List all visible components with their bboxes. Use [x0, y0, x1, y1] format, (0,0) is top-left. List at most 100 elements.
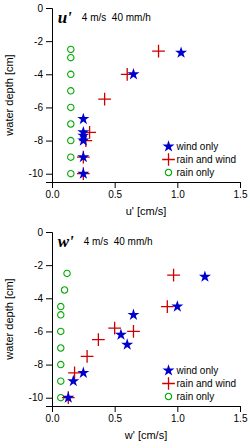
y-tick-label: -2	[34, 260, 43, 271]
x-axis-label: w' [cm/s]	[124, 429, 167, 441]
point	[77, 113, 89, 124]
x-tick-label: 0.0	[46, 189, 60, 200]
legend: wind onlyrain and windrain only	[162, 140, 236, 178]
point	[68, 154, 74, 160]
x-tick-mark	[115, 406, 116, 412]
series	[58, 270, 71, 401]
x-tick-mark	[177, 182, 178, 188]
x-tick: 1.5	[234, 182, 248, 200]
point	[68, 71, 74, 77]
y-tick-label: -8	[34, 135, 43, 146]
y-axis-line	[46, 233, 53, 407]
y-tick-mark	[46, 174, 52, 175]
point	[58, 303, 64, 309]
point	[171, 300, 183, 311]
x-tick-label: 1.0	[171, 189, 185, 200]
legend-marker	[162, 377, 175, 390]
y-tick-mark	[46, 232, 52, 233]
point	[68, 121, 74, 127]
point	[68, 88, 74, 94]
y-tick: -4	[34, 69, 52, 80]
y-tick-label: -6	[34, 326, 43, 337]
x-tick: 1.0	[171, 182, 185, 200]
point	[127, 325, 140, 338]
legend-label: wind only	[176, 365, 219, 376]
point	[58, 378, 64, 384]
y-tick-mark	[46, 141, 52, 142]
point	[77, 367, 89, 378]
chart-svg: 0.0 0.5 1.0 1.5 0 -2 -4 -6 -8 -10 u' [cm/s] water d…	[0, 0, 250, 448]
y-tick: -8	[34, 135, 52, 146]
y-tick: -2	[34, 36, 52, 47]
x-axis-label: u' [cm/s]	[126, 205, 167, 217]
x-axis: 0.0 0.5 1.0 1.5	[46, 182, 248, 200]
x-axis: 0.0 0.5 1.0 1.5	[46, 406, 248, 424]
series	[68, 46, 74, 177]
point	[68, 137, 74, 143]
point	[68, 171, 74, 177]
point	[199, 270, 211, 281]
x-tick: 0.5	[108, 182, 122, 200]
legend-item: rain only	[165, 391, 214, 402]
y-tick: -10	[29, 168, 52, 179]
point	[127, 68, 139, 79]
y-tick-mark	[46, 41, 52, 42]
point	[68, 55, 74, 61]
point	[77, 151, 89, 162]
y-tick-label: -2	[34, 36, 43, 47]
subtitle: 4 m/s 40 mm/h	[82, 12, 151, 23]
x-tick: 1.5	[234, 406, 248, 424]
point	[68, 46, 74, 52]
panel: 0.00.51.01.50-2-4-6-8-10w' [cm/s]water d…	[3, 227, 248, 441]
point	[68, 366, 81, 379]
y-tick: -4	[34, 293, 52, 304]
y-tick-mark	[46, 298, 52, 299]
x-tick-mark	[115, 182, 116, 188]
x-tick: 0.0	[46, 406, 60, 424]
point	[152, 45, 165, 58]
point	[77, 129, 89, 140]
y-tick-label: -4	[34, 293, 43, 304]
point	[58, 328, 64, 334]
x-tick-label: 1.5	[234, 189, 248, 200]
series	[62, 269, 180, 404]
y-tick-label: -8	[34, 359, 43, 370]
x-tick-label: 0.5	[108, 413, 122, 424]
x-tick: 0.0	[46, 182, 60, 200]
subtitle: 4 m/s 40 mm/h	[84, 236, 153, 247]
point	[58, 312, 64, 318]
legend-label: rain and wind	[177, 378, 236, 389]
x-axis-line	[53, 407, 241, 413]
title: u'	[58, 8, 72, 27]
y-axis: 0-2-4-6-8-10	[29, 227, 53, 407]
legend: wind only rain and wind rain only	[162, 364, 236, 402]
y-tick-mark	[46, 365, 52, 366]
point	[92, 333, 105, 346]
x-tick: 0.5	[108, 406, 122, 424]
legend-label: wind only	[176, 141, 219, 152]
y-tick: -6	[34, 102, 52, 113]
point	[115, 328, 127, 339]
point	[175, 46, 187, 57]
point	[77, 151, 90, 164]
y-tick-mark	[46, 74, 52, 75]
y-tick-label: 0	[37, 3, 43, 14]
y-tick-label: -10	[29, 392, 44, 403]
x-tick-label: 1.5	[234, 413, 248, 424]
legend-marker	[162, 153, 175, 166]
point	[58, 361, 64, 367]
x-tick: 1.0	[171, 406, 185, 424]
y-axis-line	[46, 9, 53, 183]
y-tick-label: -6	[34, 102, 43, 113]
y-tick-label: -10	[29, 168, 44, 179]
legend-item: wind only	[162, 140, 218, 152]
legend-item: wind only	[162, 364, 218, 376]
y-axis: 0 -2 -4 -6 -8 -10	[29, 3, 53, 183]
point	[108, 322, 121, 335]
point	[161, 300, 174, 313]
x-tick-mark	[240, 182, 241, 188]
legend-item: rain and wind	[162, 153, 236, 166]
y-tick-mark	[46, 331, 52, 332]
legend-marker	[165, 393, 171, 399]
y-axis-label: water depth [cm]	[3, 278, 15, 360]
